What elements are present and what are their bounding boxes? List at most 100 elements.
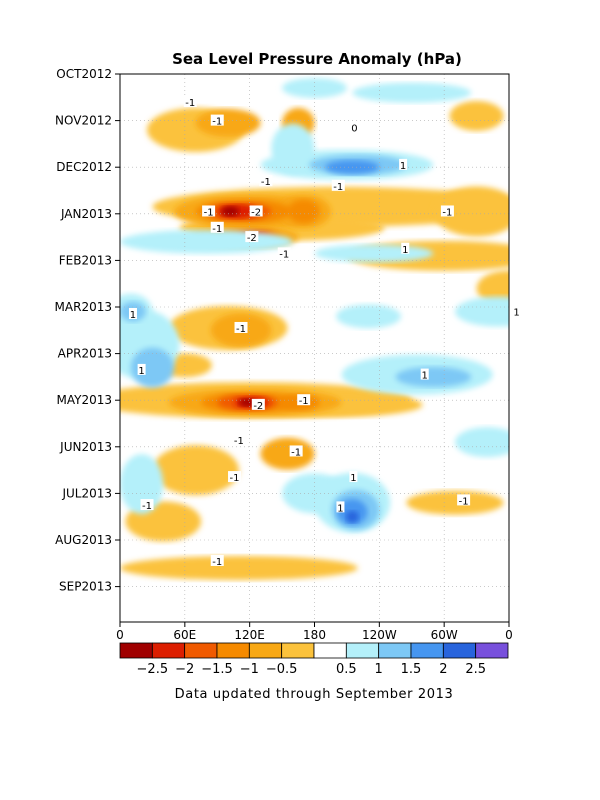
colorbar-swatch (410, 642, 444, 659)
contour-label: -1 (204, 207, 214, 218)
footnote: Data updated through September 2013 (175, 687, 454, 702)
y-tick-label: DEC2012 (56, 160, 112, 174)
colorbar-swatch (313, 642, 347, 659)
contour-label: 1 (513, 308, 519, 319)
contour-label-bg (336, 501, 345, 513)
y-tick-label: MAR2013 (55, 300, 112, 314)
contour-labels: -1 -1 -1 0 1 -1 -1 -2 -1 1 -1 -2 -1 1 -1 1 1 1 -2 -1 -1 -1 -1 1… (128, 95, 521, 568)
y-tick-label: SEP2013 (59, 580, 112, 594)
colorbar-swatch (345, 642, 380, 659)
anomaly-blob (195, 108, 261, 137)
contour-label-bg (420, 368, 429, 380)
contour-label: 1 (337, 503, 343, 514)
anomaly-blob (282, 77, 347, 98)
contour-label-bg (183, 95, 197, 107)
contour-label: -2 (253, 401, 263, 412)
colorbar-swatch (475, 642, 509, 659)
plot-area: -1 -1 -1 0 1 -1 -1 -2 -1 1 -1 -2 -1 1 -1 1 1 1 -2 -1 -1 -1 -1 1… (119, 73, 521, 623)
y-tick-label: JAN2013 (60, 207, 112, 221)
colorbar-swatch (378, 642, 412, 659)
contour-label-bg (210, 114, 224, 126)
contour-label-bg (349, 471, 358, 483)
anomaly-blob (336, 304, 401, 329)
anomaly-blob (352, 82, 472, 103)
x-tick-label: 120W (362, 628, 397, 642)
x-tick-label: 0 (116, 628, 124, 642)
contour-label-bg (277, 247, 291, 259)
contour-label: -1 (185, 98, 195, 109)
contour-label: -1 (442, 207, 452, 218)
contour-label-bg (350, 121, 359, 133)
contour-label: -1 (236, 324, 246, 335)
colorbar-swatch (216, 642, 250, 659)
anomaly-blob (287, 199, 320, 224)
anomaly-blob (345, 510, 359, 523)
contour-label: -1 (212, 224, 222, 235)
contour-label-bg (331, 179, 345, 191)
contour-label: 1 (422, 371, 428, 382)
x-tick-label: 180 (303, 628, 326, 642)
colorbar-swatch (248, 642, 283, 659)
anomaly-blob (271, 123, 315, 174)
contour-label-bg (245, 231, 259, 243)
anomaly-blob (120, 229, 293, 254)
anomaly-blob (449, 100, 504, 131)
x-tick-label: 120E (234, 628, 265, 642)
y-tick-label: JUN2013 (59, 440, 112, 454)
y-axis: OCT2012 NOV2012 DEC2012 JAN2013 FEB2013 MAR20… (55, 67, 120, 594)
contour-label-bg (232, 433, 246, 445)
anomaly-blob (454, 296, 509, 327)
contour-label: -1 (299, 396, 309, 407)
colorbar-tick-label: −1 (240, 662, 259, 677)
contour-label: -1 (230, 473, 240, 484)
contour-label: 1 (130, 310, 136, 321)
contour-label: -1 (212, 557, 222, 568)
anomaly-blob (120, 555, 358, 580)
contour-label: -1 (291, 447, 301, 458)
contour-label: -2 (247, 233, 257, 244)
colorbar-swatch (151, 642, 186, 659)
contour-label: -1 (212, 117, 222, 128)
anomaly-blob (395, 366, 472, 387)
contour-label: 1 (350, 473, 356, 484)
contour-label: 1 (138, 366, 144, 377)
colorbar-swatch (119, 642, 153, 659)
colorbar-swatch (184, 642, 218, 659)
anomaly-blob (221, 206, 239, 217)
x-tick-label: 60E (173, 628, 196, 642)
colorbar: −2.5 −2 −1.5 −1 −0.5 0.5 1 1.5 2 2.5 (119, 642, 509, 677)
colorbar-tick-label: −0.5 (266, 662, 298, 677)
contour-label: -1 (333, 182, 343, 193)
y-tick-label: MAY2013 (57, 393, 113, 407)
colorbar-swatch (281, 642, 315, 659)
y-tick-label: JUL2013 (61, 486, 112, 500)
contour-label-bg (249, 205, 263, 217)
contour-label-bg (512, 305, 521, 317)
contour-label: -1 (234, 436, 244, 447)
colorbar-tick-label: 0.5 (336, 662, 357, 677)
contour-label-bg (234, 321, 248, 333)
contour-label: 1 (402, 245, 408, 256)
y-tick-label: APR2013 (58, 347, 112, 361)
contour-label-bg (128, 307, 137, 319)
contour-label: 0 (351, 124, 357, 135)
anomaly-blob (433, 186, 509, 237)
colorbar-tick-label: −2.5 (137, 662, 169, 677)
contour-label: 1 (400, 161, 406, 172)
colorbar-tick-label: 2.5 (465, 662, 486, 677)
anomaly-blob (260, 437, 315, 470)
contour-label-bg (251, 398, 265, 410)
contour-label-bg (210, 554, 224, 566)
y-tick-label: AUG2013 (55, 533, 112, 547)
colorbar-tick-label: 1.5 (401, 662, 422, 677)
x-tick-label: 0 (505, 628, 513, 642)
y-tick-label: NOV2012 (55, 114, 112, 128)
contour-label: -2 (251, 207, 261, 218)
anomaly-blob (314, 244, 434, 263)
colorbar-swatch (442, 642, 477, 659)
contour-label-bg (289, 445, 303, 457)
colorbar-tick-label: 1 (375, 662, 383, 677)
contour-label: -1 (142, 501, 152, 512)
contour-label-bg (202, 205, 216, 217)
